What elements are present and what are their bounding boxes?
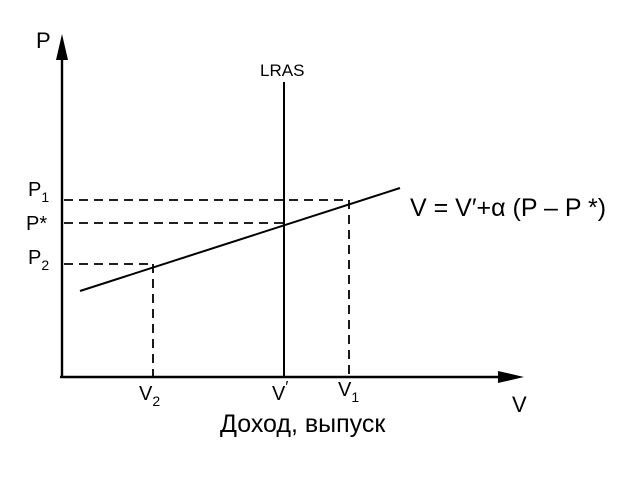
supply-equation: V = V′+α (P – P *)	[410, 194, 606, 222]
x-axis-label: V	[512, 392, 527, 417]
output-label-v2: V2	[139, 383, 160, 409]
x-axis-arrowhead	[498, 371, 524, 383]
axes	[56, 34, 524, 383]
price-label-pstar: P*	[26, 213, 47, 235]
price-label-p2: P2	[28, 247, 49, 273]
output-label-v1: V1	[338, 379, 359, 405]
y-axis-arrowhead	[56, 34, 68, 60]
guide-lines	[64, 199, 350, 377]
price-label-p1: P1	[28, 179, 49, 205]
y-axis-label: P	[36, 28, 51, 53]
lras-label: LRAS	[260, 61, 304, 80]
output-label-vprime: V′	[272, 379, 288, 405]
supply-curve	[79, 187, 401, 292]
x-axis-caption: Доход, выпуск	[220, 410, 386, 438]
